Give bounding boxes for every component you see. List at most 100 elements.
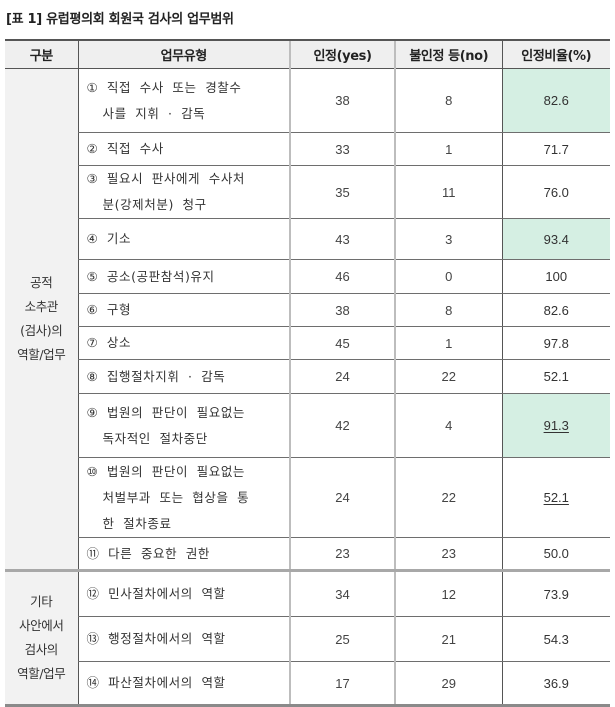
rate-value: 100 <box>545 269 568 284</box>
no-count-cell: 1 <box>394 326 502 360</box>
rate-value: 91.3 <box>543 418 569 433</box>
rate-cell: 52.1 <box>501 457 610 538</box>
task-type-cell: ⑬ 행정절차에서의 역할 <box>77 616 290 662</box>
rate-cell: 50.0 <box>501 537 610 572</box>
yes-count-cell: 43 <box>289 218 395 260</box>
no-count-cell: 11 <box>394 165 502 219</box>
task-type-cell: ⑪ 다른 중요한 권한 <box>77 537 290 572</box>
task-type-cell: ④ 기소 <box>77 218 290 260</box>
yes-count-cell: 25 <box>289 616 395 662</box>
task-text-line: ② 직접 수사 <box>86 141 164 156</box>
table-row: ⑪ 다른 중요한 권한 23 23 50.0 <box>5 537 610 572</box>
rate-cell: 76.0 <box>501 165 610 219</box>
table-row: ⑥ 구형 38 8 82.6 <box>5 293 610 327</box>
header-no: 불인정 등(no) <box>394 39 502 69</box>
rate-value: 52.1 <box>543 490 569 505</box>
task-text-line: ⑬ 행정절차에서의 역할 <box>86 631 226 646</box>
task-text-line: ⑤ 공소(공판참석)유지 <box>86 268 215 284</box>
rate-cell: 82.6 <box>501 293 610 327</box>
task-text-line: 처벌부과 또는 협상을 통 <box>102 489 250 505</box>
table-row: ⑤ 공소(공판참석)유지 46 0 100 <box>5 259 610 294</box>
no-count-cell: 29 <box>394 661 502 707</box>
table-row: ⑦ 상소 45 1 97.8 <box>5 326 610 360</box>
rate-value: 50.0 <box>543 546 569 561</box>
table-row: ⑧ 집행절차지휘 · 감독 24 22 52.1 <box>5 359 610 394</box>
rate-cell: 52.1 <box>501 359 610 394</box>
rate-cell-highlighted: 91.3 <box>501 393 610 458</box>
rate-value: 76.0 <box>543 184 569 200</box>
yes-count-cell: 33 <box>289 132 395 166</box>
header-category: 구분 <box>5 39 78 69</box>
table-row: ② 직접 수사 33 1 71.7 <box>5 132 610 166</box>
task-type-cell: ⑥ 구형 <box>77 293 290 327</box>
category-label-line: 사안에서 <box>19 618 64 633</box>
no-count-cell: 8 <box>394 293 502 327</box>
task-text-line: ⑪ 다른 중요한 권한 <box>86 545 211 561</box>
rate-value: 54.3 <box>543 631 569 647</box>
yes-count-cell: 34 <box>289 570 395 617</box>
table-row: ④ 기소 43 3 93.4 <box>5 218 610 260</box>
task-type-cell: ⑦ 상소 <box>77 326 290 360</box>
rate-value: 73.9 <box>543 586 569 602</box>
task-text-line: 독자적인 절차중단 <box>102 430 208 446</box>
yes-count-cell: 45 <box>289 326 395 360</box>
table-row: ⑨ 법원의 판단이 필요없는 독자적인 절차중단 42 4 91.3 <box>5 393 610 458</box>
no-count-cell: 21 <box>394 616 502 662</box>
no-count-cell: 22 <box>394 457 502 538</box>
category-label-line: 역할/업무 <box>17 347 66 362</box>
category-label-line: 역할/업무 <box>17 666 66 681</box>
table-row: ⑭ 파산절차에서의 역할 17 29 36.9 <box>5 661 610 707</box>
rate-value: 52.1 <box>543 369 569 384</box>
rate-value: 36.9 <box>543 675 569 691</box>
rate-cell: 36.9 <box>501 661 610 707</box>
category-label-line: 검사의 <box>24 642 59 657</box>
header-rate: 인정비율(%) <box>501 39 610 69</box>
task-text-line: ③ 필요시 판사에게 수사처 <box>86 171 246 186</box>
table-row: ③ 필요시 판사에게 수사처 분(강제처분) 청구 35 11 76.0 <box>5 165 610 219</box>
task-text-line: ⑩ 법원의 판단이 필요없는 <box>86 463 246 479</box>
yes-count-cell: 38 <box>289 68 395 133</box>
table-row: 기타 사안에서 검사의 역할/업무 ⑫ 민사절차에서의 역할 34 12 73.9 <box>5 570 610 707</box>
rate-value: 82.6 <box>543 302 569 318</box>
no-count-cell: 0 <box>394 259 502 294</box>
rate-value: 93.4 <box>543 231 569 247</box>
table-row: ⑬ 행정절차에서의 역할 25 21 54.3 <box>5 616 610 662</box>
no-count-cell: 23 <box>394 537 502 572</box>
task-type-cell: ⑧ 집행절차지휘 · 감독 <box>77 359 290 394</box>
header-task-type: 업무유형 <box>77 39 290 69</box>
task-type-cell: ② 직접 수사 <box>77 132 290 166</box>
no-count-cell: 8 <box>394 68 502 133</box>
task-type-cell: ⑤ 공소(공판참석)유지 <box>77 259 290 294</box>
header-row: 구분 업무유형 인정(yes) 불인정 등(no) 인정비율(%) <box>5 39 610 69</box>
task-type-cell: ⑨ 법원의 판단이 필요없는 독자적인 절차중단 <box>77 393 290 458</box>
yes-count-cell: 24 <box>289 457 395 538</box>
rate-value: 97.8 <box>543 335 569 351</box>
task-text-line: ① 직접 수사 또는 경찰수 <box>86 79 242 95</box>
task-text-line: ⑦ 상소 <box>86 335 132 350</box>
yes-count-cell: 23 <box>289 537 395 572</box>
task-text-line: ⑧ 집행절차지휘 · 감독 <box>86 368 226 384</box>
task-text-line: 분(강제처분) 청구 <box>102 197 207 212</box>
rate-cell: 73.9 <box>501 570 610 617</box>
rate-cell: 97.8 <box>501 326 610 360</box>
header-yes: 인정(yes) <box>289 39 395 69</box>
category-cell: 공적 소추관 (검사)의 역할/업무 <box>5 68 78 572</box>
rate-cell-highlighted: 93.4 <box>501 218 610 260</box>
category-label-line: 기타 <box>30 594 53 609</box>
task-text-line: ⑫ 민사절차에서의 역할 <box>86 586 226 601</box>
prosecutor-scope-table: 구분 업무유형 인정(yes) 불인정 등(no) 인정비율(%) 공적 소추관 (… <box>5 39 610 707</box>
table-caption: [표 1] 유럽평의회 회원국 검사의 업무범위 <box>6 12 234 27</box>
yes-count-cell: 38 <box>289 293 395 327</box>
task-text-line: 사를 지휘 · 감독 <box>102 105 206 121</box>
task-type-cell: ⑫ 민사절차에서의 역할 <box>77 570 290 617</box>
no-count-cell: 3 <box>394 218 502 260</box>
yes-count-cell: 24 <box>289 359 395 394</box>
table-row: 공적 소추관 (검사)의 역할/업무 ① 직접 수사 또는 경찰수 사를 지휘 · 감독 3… <box>5 68 610 572</box>
task-text-line: ④ 기소 <box>86 231 132 246</box>
rate-cell: 71.7 <box>501 132 610 166</box>
rate-value: 71.7 <box>543 141 569 157</box>
yes-count-cell: 46 <box>289 259 395 294</box>
